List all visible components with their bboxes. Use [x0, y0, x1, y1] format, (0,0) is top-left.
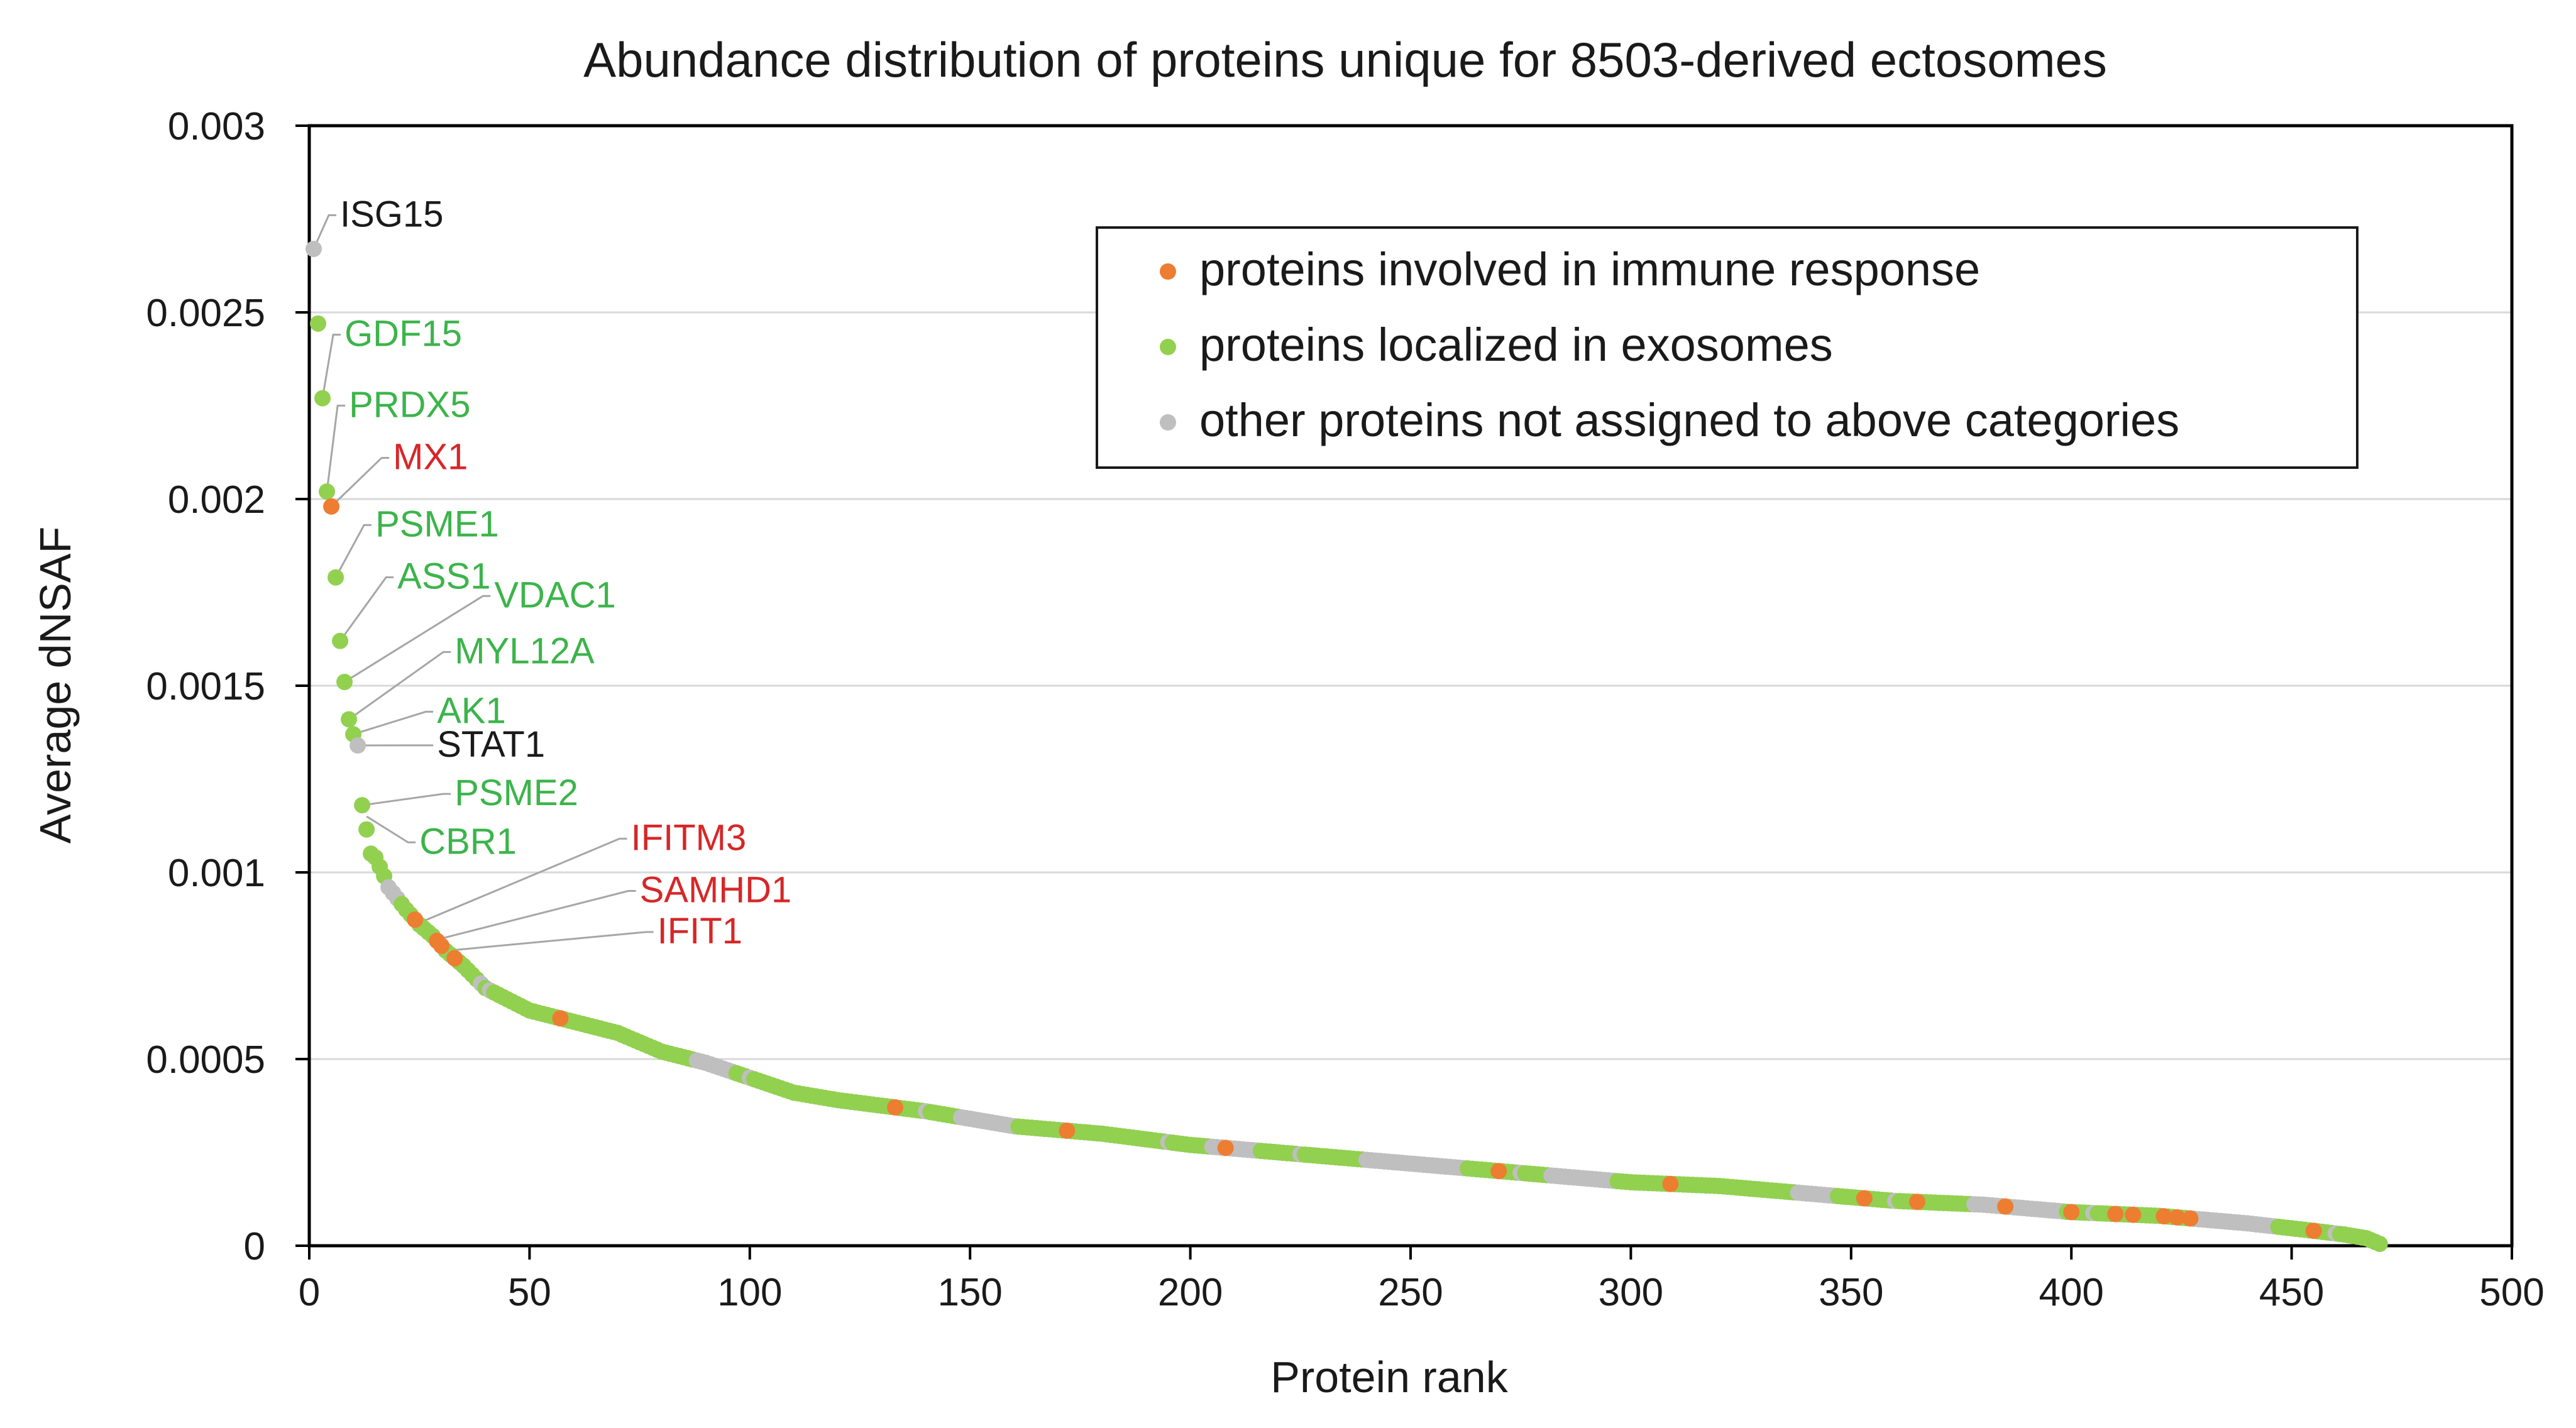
- immune-point: [2306, 1222, 2322, 1239]
- exosome-point: [358, 821, 375, 838]
- immune-point: [433, 938, 449, 954]
- exosome-point: [314, 390, 331, 407]
- y-tick-label: 0.0025: [146, 292, 265, 335]
- x-tick-label: 400: [2039, 1271, 2103, 1314]
- annotation-label-cbr1: CBR1: [419, 821, 517, 862]
- immune-point: [446, 950, 463, 967]
- exosome-point: [310, 316, 326, 332]
- y-tick-label: 0.0005: [146, 1038, 265, 1082]
- immune-point: [1662, 1176, 1678, 1192]
- legend-label-immune: proteins involved in immune response: [1199, 243, 1980, 295]
- immune-point: [1856, 1190, 1873, 1207]
- annotation-label-isg15: ISG15: [340, 194, 443, 234]
- y-tick-label: 0.001: [168, 852, 265, 895]
- immune-point: [887, 1099, 903, 1116]
- exosome-point: [319, 483, 335, 500]
- x-tick-label: 300: [1599, 1271, 1663, 1314]
- immune-point: [2182, 1211, 2198, 1227]
- x-tick-label: 100: [717, 1271, 782, 1314]
- legend-marker-exosome: [1160, 339, 1176, 355]
- y-axis-label: Average dNSAF: [31, 527, 80, 844]
- annotation-label-psme1: PSME1: [375, 503, 499, 544]
- other-point: [350, 737, 366, 754]
- annotation-label-psme2: PSME2: [454, 772, 578, 813]
- annotation-label-ifitm3: IFITM3: [631, 817, 747, 858]
- immune-point: [1218, 1140, 1234, 1156]
- annotation-label-gdf15: GDF15: [344, 313, 462, 354]
- y-tick-label: 0.0015: [146, 665, 265, 708]
- immune-point: [1997, 1199, 2013, 1215]
- other-point: [305, 241, 322, 257]
- exosome-point: [332, 633, 348, 649]
- annotation-label-stat1: STAT1: [437, 724, 545, 765]
- exosome-point: [341, 711, 357, 727]
- x-tick-label: 350: [1819, 1271, 1883, 1314]
- immune-point: [552, 1010, 568, 1026]
- exosome-point: [328, 569, 344, 586]
- y-tick-label: 0.003: [168, 105, 265, 148]
- x-tick-label: 50: [508, 1271, 551, 1314]
- annotation-label-ifit1: IFIT1: [658, 911, 742, 952]
- annotation-label-ass1: ASS1: [397, 556, 490, 597]
- annotation-label-mx1: MX1: [393, 436, 468, 477]
- immune-point: [2125, 1207, 2141, 1223]
- exosome-point: [2372, 1236, 2388, 1252]
- x-tick-label: 0: [299, 1271, 320, 1314]
- immune-point: [407, 911, 423, 928]
- immune-point: [2107, 1206, 2123, 1222]
- exosome-point: [354, 797, 370, 813]
- chart-title: Abundance distribution of proteins uniqu…: [583, 32, 2107, 87]
- immune-point: [2063, 1204, 2079, 1221]
- legend-label-other: other proteins not assigned to above cat…: [1199, 394, 2179, 446]
- legend-marker-other: [1160, 414, 1176, 431]
- immune-point: [1059, 1123, 1075, 1139]
- x-tick-label: 150: [937, 1271, 1002, 1314]
- annotation-label-vdac1: VDAC1: [494, 574, 615, 615]
- annotation-label-samhd1: SAMHD1: [640, 870, 792, 911]
- legend: proteins involved in immune response prot…: [1097, 228, 2357, 468]
- immune-point: [1909, 1194, 1925, 1210]
- y-tick-label: 0: [244, 1225, 265, 1268]
- legend-label-exosome: proteins localized in exosomes: [1199, 319, 1833, 371]
- x-axis-label: Protein rank: [1270, 1353, 1508, 1402]
- immune-point: [323, 498, 339, 515]
- x-tick-label: 500: [2479, 1271, 2544, 1314]
- x-tick-label: 250: [1378, 1271, 1443, 1314]
- exosome-point: [336, 674, 353, 690]
- annotation-label-prdx5: PRDX5: [349, 384, 470, 425]
- x-tick-label: 200: [1158, 1271, 1223, 1314]
- immune-point: [1490, 1163, 1507, 1179]
- legend-marker-immune: [1160, 263, 1176, 280]
- annotation-label-myl12a: MYL12A: [454, 630, 595, 671]
- y-tick-label: 0.002: [168, 478, 265, 522]
- x-tick-label: 450: [2259, 1271, 2324, 1314]
